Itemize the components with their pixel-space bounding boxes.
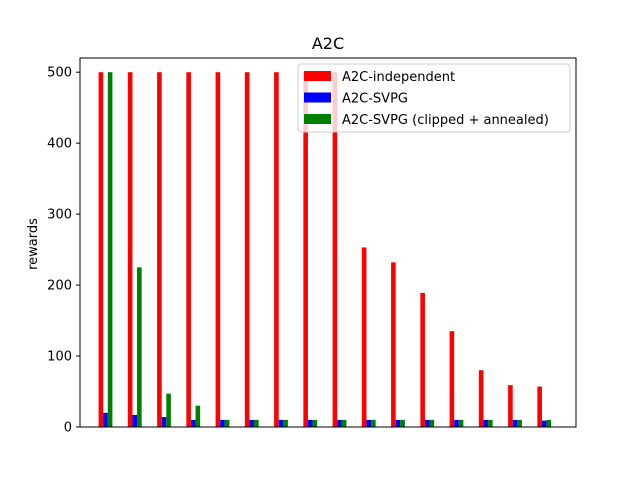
bar-a2c-svpg-2 — [132, 414, 138, 427]
y-tick-label-300: 300 — [47, 208, 72, 223]
bar-a2c-svpg-13 — [454, 419, 459, 427]
bar-a2c-independent-10 — [361, 247, 367, 427]
plot-frame — [79, 57, 577, 428]
bar-a2c-svpg-clipped-annealed-16 — [546, 419, 552, 427]
bar-a2c-svpg-clipped-annealed-11 — [400, 419, 405, 427]
bar-a2c-svpg-5 — [220, 419, 225, 427]
bar-a2c-svpg-3 — [161, 417, 167, 427]
legend-label-1: A2C-independent — [342, 70, 455, 85]
bar-a2c-svpg-8 — [307, 419, 313, 427]
bar-a2c-svpg-clipped-annealed-6 — [254, 419, 259, 427]
bar-a2c-svpg-clipped-annealed-2 — [137, 267, 142, 427]
bar-a2c-svpg-9 — [337, 419, 342, 427]
legend: A2C-independent A2C-SVPG A2C-SVPG (clipped… — [297, 63, 571, 133]
bar-a2c-svpg-clipped-annealed-9 — [341, 419, 347, 427]
bar-a2c-svpg-clipped-annealed-13 — [458, 419, 464, 427]
bar-a2c-svpg-6 — [249, 419, 255, 427]
bar-a2c-independent-7 — [274, 72, 279, 427]
bar-a2c-independent-4 — [186, 72, 191, 427]
legend-label-3: A2C-SVPG (clipped + annealed) — [342, 113, 549, 128]
bar-a2c-svpg-4 — [190, 419, 196, 427]
bar-a2c-svpg-clipped-annealed-15 — [517, 419, 522, 427]
bar-a2c-independent-8 — [303, 72, 308, 427]
bar-a2c-svpg-7 — [278, 419, 284, 427]
y-tick-label-100: 100 — [47, 350, 72, 365]
axes-layer: 0 100 200 300 400 500 — [47, 57, 577, 436]
bar-a2c-svpg-clipped-annealed-3 — [166, 393, 171, 427]
bar-a2c-svpg-14 — [483, 419, 489, 427]
y-axis-title: rewards — [26, 218, 41, 270]
bar-a2c-svpg-10 — [366, 419, 372, 427]
bar-a2c-svpg-clipped-annealed-8 — [312, 419, 318, 427]
legend-box — [297, 63, 571, 133]
bar-a2c-independent-5 — [215, 72, 221, 427]
bar-a2c-svpg-clipped-annealed-12 — [429, 419, 435, 427]
bar-a2c-independent-16 — [537, 386, 542, 427]
legend-swatch-3 — [304, 114, 331, 124]
y-tick-label-400: 400 — [47, 137, 72, 152]
bar-a2c-independent-15 — [508, 385, 513, 427]
bar-a2c-independent-9 — [332, 72, 338, 427]
bar-a2c-svpg-clipped-annealed-1 — [107, 72, 113, 427]
bar-a2c-svpg-clipped-annealed-4 — [195, 405, 201, 427]
bar-a2c-svpg-clipped-annealed-14 — [488, 419, 493, 427]
chart-title: A2C — [312, 34, 344, 53]
bar-a2c-independent-12 — [420, 292, 425, 427]
bar-a2c-svpg-16 — [541, 420, 547, 427]
bar-a2c-independent-11 — [391, 262, 396, 427]
bar-a2c-independent-2 — [127, 72, 133, 427]
y-tick-label-200: 200 — [47, 279, 72, 294]
bars-layer — [98, 72, 552, 427]
y-tick-label-0: 0 — [64, 421, 72, 436]
bar-a2c-independent-1 — [98, 72, 104, 427]
bar-a2c-independent-14 — [478, 370, 484, 427]
bar-a2c-svpg-clipped-annealed-7 — [283, 419, 288, 427]
legend-label-2: A2C-SVPG — [342, 92, 408, 107]
y-tick-label-500: 500 — [47, 66, 72, 81]
bar-a2c-svpg-clipped-annealed-10 — [371, 419, 376, 427]
legend-swatch-1 — [304, 71, 331, 81]
bar-a2c-svpg-15 — [512, 419, 518, 427]
bar-a2c-svpg-11 — [395, 419, 401, 427]
bar-a2c-svpg-12 — [424, 419, 430, 427]
bar-a2c-svpg-1 — [103, 412, 108, 427]
legend-swatch-2 — [304, 92, 331, 103]
bar-a2c-svpg-clipped-annealed-5 — [224, 419, 230, 427]
bar-a2c-independent-3 — [157, 72, 162, 427]
bar-a2c-independent-6 — [244, 72, 250, 427]
bar-a2c-independent-13 — [449, 331, 455, 427]
